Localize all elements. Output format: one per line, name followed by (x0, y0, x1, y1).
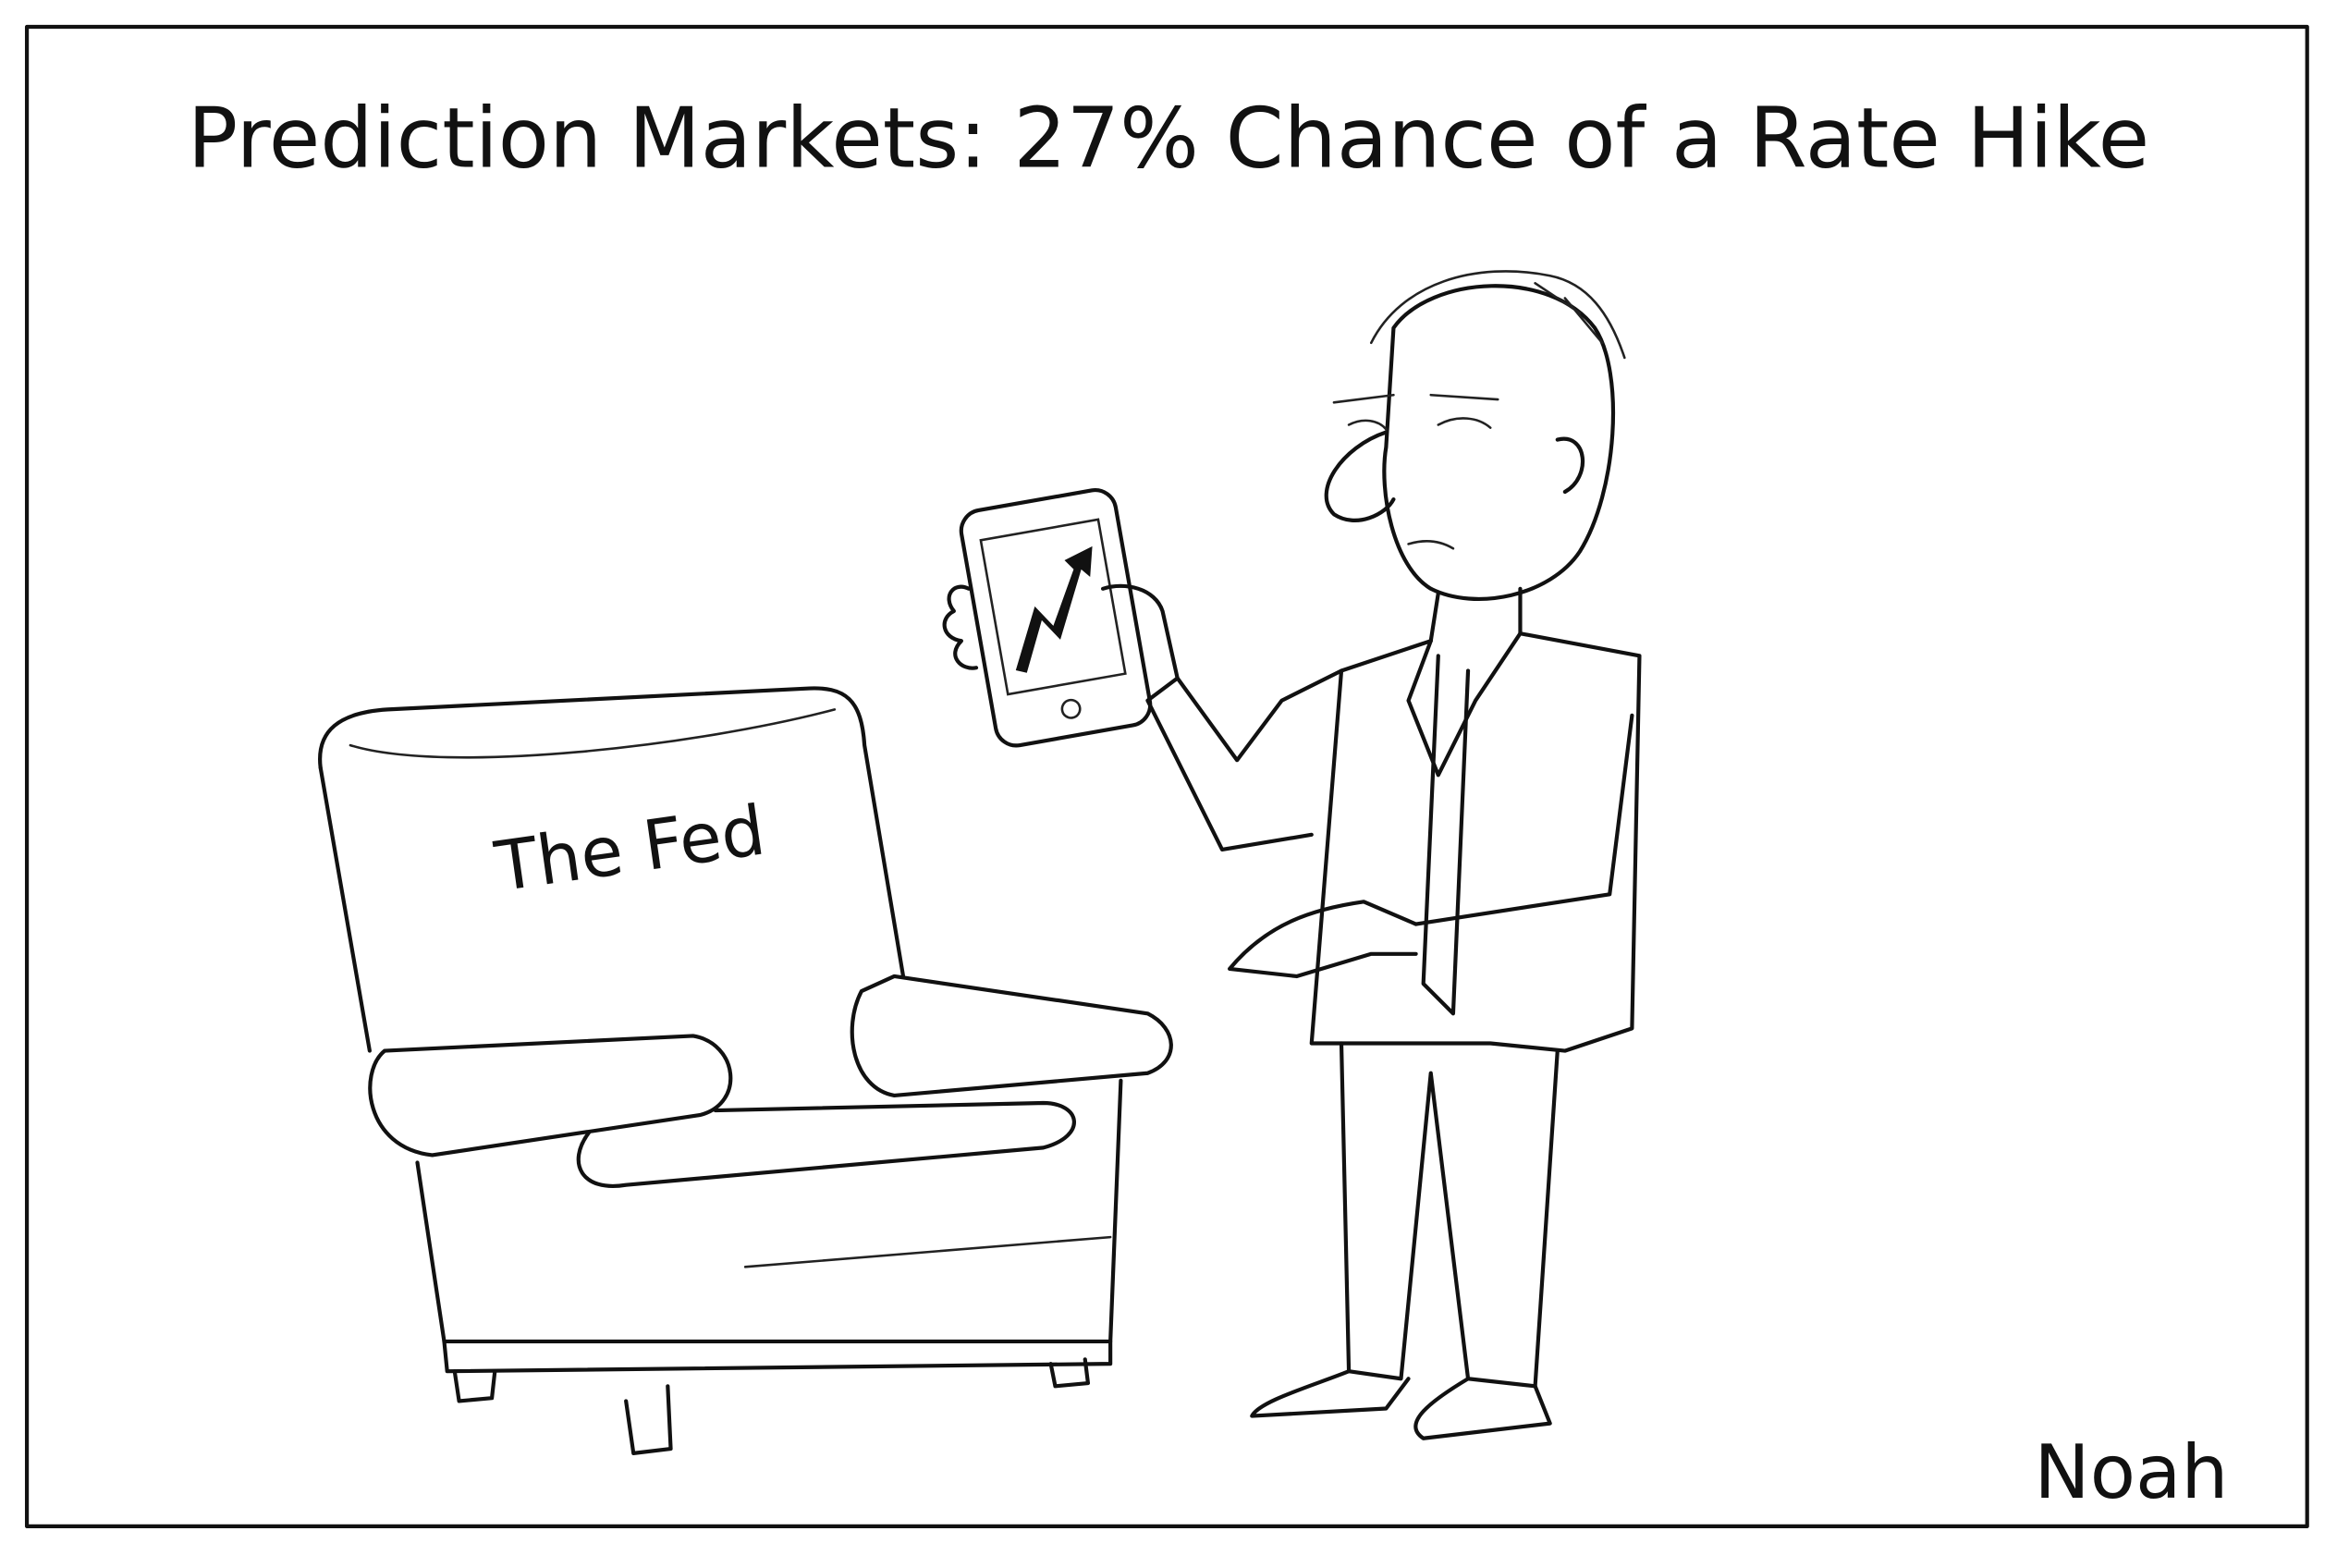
phone-body (959, 487, 1153, 748)
ink-stroke (1324, 430, 1396, 522)
ink-stroke (1250, 1369, 1411, 1418)
phone-button (1060, 698, 1082, 719)
ink-stroke (452, 1369, 497, 1403)
ink-stroke (1413, 1377, 1552, 1440)
ink-stroke (442, 1339, 1113, 1374)
ink-stroke (1228, 900, 1418, 979)
ink-stroke (576, 1100, 1076, 1188)
signature: Noah (2034, 1429, 2228, 1516)
frame (24, 24, 2309, 1528)
ink-stroke (850, 974, 1173, 1098)
ink-stroke (624, 1384, 673, 1455)
ink-stroke (1369, 270, 1626, 360)
caption: Prediction Markets: 27% Chance of a Rate… (188, 91, 2149, 188)
ink-stroke (1428, 586, 1523, 643)
ink-stroke (1406, 631, 1523, 778)
ink-stroke (1309, 631, 1642, 1053)
phone-screen (979, 518, 1127, 696)
ink-stroke (318, 766, 372, 1053)
ink-stroke (368, 1034, 733, 1158)
ink-stroke (349, 708, 837, 759)
hand (942, 583, 1180, 680)
ink-stroke (318, 686, 906, 979)
ink-stroke (1421, 654, 1471, 1016)
ink-stroke (1048, 1357, 1091, 1389)
ink-stroke (1407, 540, 1455, 550)
phone-arrow (1015, 545, 1093, 673)
ink-stroke (743, 1235, 1112, 1268)
phone (959, 487, 1153, 748)
ink-stroke (415, 1078, 1123, 1344)
ink-stroke (1332, 393, 1499, 431)
ink-stroke (1382, 284, 1616, 601)
ink-stroke (1413, 713, 1634, 926)
ink-stroke (1555, 436, 1585, 495)
